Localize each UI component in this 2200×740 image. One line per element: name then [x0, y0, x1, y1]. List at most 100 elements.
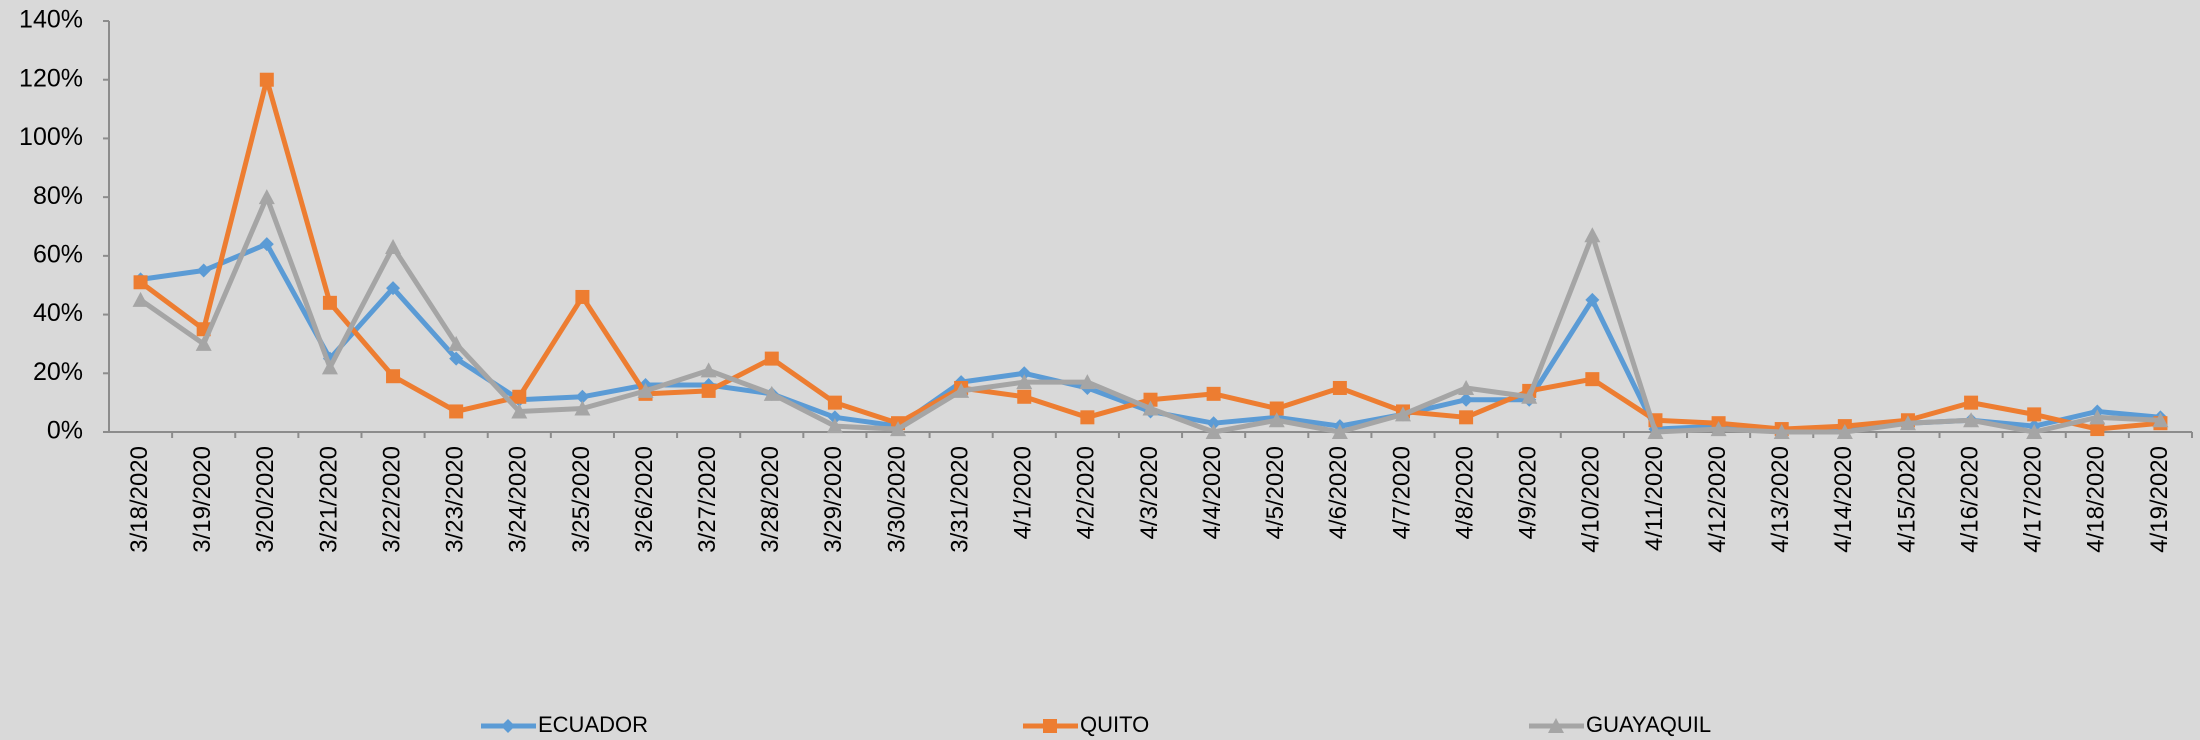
- x-tick-label: 4/14/2020: [1830, 446, 1857, 553]
- y-tick-label: 140%: [19, 6, 83, 34]
- x-tick-label: 4/1/2020: [1010, 446, 1037, 539]
- legend-label: QUITO: [1080, 712, 1149, 737]
- marker: [1647, 424, 1664, 439]
- marker: [512, 389, 527, 404]
- marker: [1206, 386, 1221, 401]
- x-tick-label: 3/26/2020: [631, 446, 658, 553]
- marker: [2090, 422, 2105, 437]
- x-tick-label: 3/21/2020: [315, 446, 342, 553]
- x-tick-label: 4/17/2020: [2020, 446, 2047, 553]
- x-tick-label: 3/27/2020: [694, 446, 721, 553]
- marker: [511, 403, 528, 419]
- x-tick-label: 4/3/2020: [1136, 446, 1163, 539]
- marker: [1016, 374, 1033, 390]
- marker: [826, 418, 843, 434]
- marker: [1143, 392, 1158, 407]
- marker: [1836, 424, 1853, 439]
- x-tick-label: 4/12/2020: [1704, 446, 1731, 553]
- marker: [1585, 372, 1600, 387]
- marker: [575, 389, 590, 404]
- x-tick-label: 3/30/2020: [883, 446, 910, 553]
- marker: [700, 362, 717, 378]
- marker: [196, 263, 211, 278]
- marker: [386, 369, 401, 384]
- marker: [764, 351, 779, 366]
- marker: [827, 395, 842, 410]
- marker: [1458, 379, 1475, 395]
- legend-label: GUAYAQUIL: [1586, 712, 1711, 737]
- marker: [501, 719, 515, 733]
- x-tick-label: 3/22/2020: [378, 446, 405, 553]
- x-tick-label: 3/23/2020: [442, 446, 469, 553]
- marker: [2027, 407, 2042, 422]
- marker: [449, 404, 464, 419]
- y-tick-label: 0%: [47, 417, 83, 445]
- marker: [1268, 412, 1285, 428]
- marker: [1585, 292, 1600, 307]
- marker: [763, 385, 780, 401]
- x-tick-label: 4/6/2020: [1325, 446, 1352, 539]
- marker: [2089, 409, 2106, 425]
- marker: [132, 291, 149, 307]
- marker: [1206, 416, 1221, 431]
- legend-item: ECUADOR: [481, 712, 648, 737]
- marker: [890, 421, 907, 437]
- marker: [1017, 366, 1032, 381]
- x-tick-label: 4/4/2020: [1199, 446, 1226, 539]
- marker: [386, 281, 401, 296]
- legend-item: QUITO: [1023, 712, 1149, 737]
- marker: [1269, 401, 1284, 416]
- y-tick-label: 60%: [33, 240, 83, 268]
- marker: [1079, 374, 1096, 390]
- x-tick-label: 4/16/2020: [1956, 446, 1983, 553]
- marker: [2152, 412, 2169, 428]
- marker: [637, 382, 654, 398]
- marker: [259, 72, 274, 87]
- marker: [827, 410, 842, 425]
- x-tick-label: 4/11/2020: [1641, 446, 1668, 551]
- marker: [1899, 415, 1916, 431]
- marker: [1584, 227, 1601, 243]
- marker: [1017, 389, 1032, 404]
- marker: [701, 383, 716, 398]
- legend-label: ECUADOR: [538, 712, 648, 737]
- y-tick-label: 100%: [19, 123, 83, 151]
- marker: [133, 275, 148, 290]
- marker: [575, 289, 590, 304]
- x-tick-label: 4/10/2020: [1578, 446, 1605, 553]
- x-tick-label: 4/7/2020: [1388, 446, 1415, 539]
- marker: [259, 237, 274, 252]
- marker: [448, 335, 465, 351]
- y-tick-label: 80%: [33, 182, 83, 210]
- marker: [1205, 424, 1222, 439]
- marker: [1080, 410, 1095, 425]
- marker: [195, 335, 212, 351]
- x-tick-label: 4/13/2020: [1767, 446, 1794, 553]
- marker: [321, 359, 338, 375]
- x-tick-label: 4/19/2020: [2146, 446, 2173, 553]
- marker: [1043, 719, 1057, 733]
- x-tick-label: 3/24/2020: [505, 446, 532, 553]
- marker: [449, 351, 464, 366]
- x-tick-label: 3/20/2020: [252, 446, 279, 553]
- x-tick-label: 3/18/2020: [126, 446, 153, 553]
- marker: [1394, 406, 1411, 422]
- marker: [1331, 424, 1348, 439]
- y-tick-label: 40%: [33, 299, 83, 327]
- marker: [322, 295, 337, 310]
- marker: [953, 382, 970, 398]
- x-tick-label: 4/2/2020: [1073, 446, 1100, 539]
- marker: [1521, 388, 1538, 404]
- marker: [385, 239, 402, 255]
- x-tick-label: 4/18/2020: [2083, 446, 2110, 553]
- marker: [1548, 718, 1564, 733]
- marker: [1332, 380, 1347, 395]
- marker: [1963, 412, 1980, 428]
- y-tick-label: 20%: [33, 358, 83, 386]
- marker: [1710, 421, 1727, 437]
- x-tick-label: 3/29/2020: [820, 446, 847, 553]
- marker: [1773, 424, 1790, 439]
- marker: [258, 189, 275, 205]
- x-tick-label: 3/25/2020: [568, 446, 595, 553]
